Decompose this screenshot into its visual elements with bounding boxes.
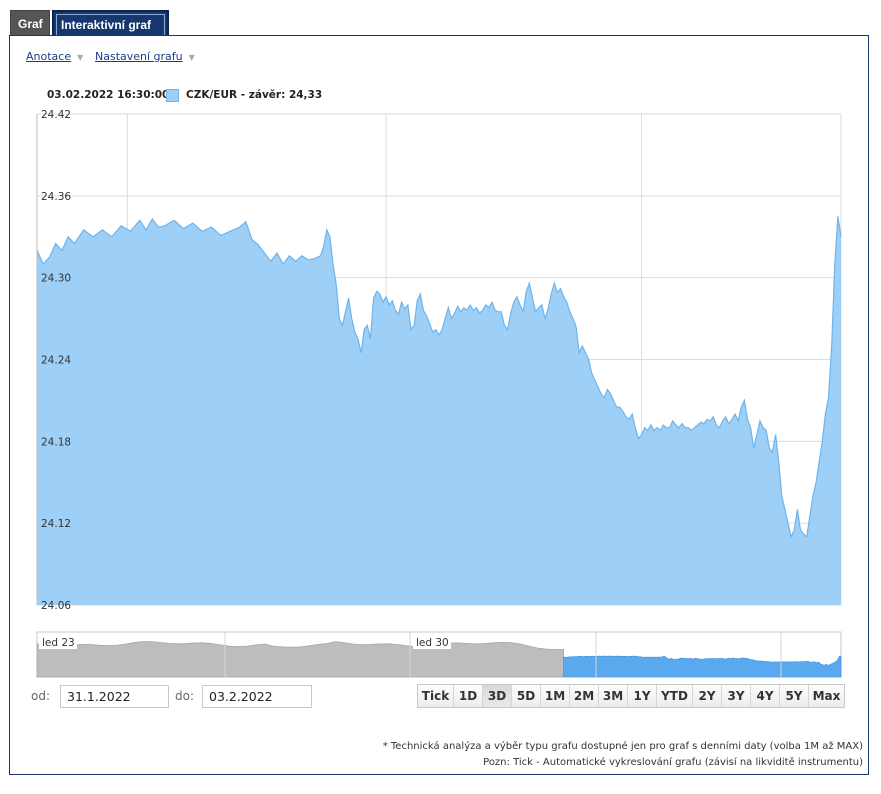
series-area <box>37 216 841 606</box>
range-buttons: Tick 1D 3D 5D 1M 2M 3M 1Y YTD 2Y 3Y 4Y 5… <box>417 684 845 708</box>
range-button-tick[interactable]: Tick <box>418 685 454 707</box>
range-button-1d[interactable]: 1D <box>454 685 483 707</box>
range-button-2m[interactable]: 2M <box>570 685 599 707</box>
range-button-3d[interactable]: 3D <box>483 685 512 707</box>
range-button-4y[interactable]: 4Y <box>751 685 780 707</box>
to-label: do: <box>175 689 195 703</box>
y-tick-label: 24.12 <box>41 518 71 530</box>
navigator-label-bg <box>413 635 451 649</box>
range-button-1m[interactable]: 1M <box>541 685 570 707</box>
annotations-link[interactable]: Anotace <box>26 50 72 63</box>
y-tick-label: 24.30 <box>41 273 71 285</box>
chevron-down-icon: ▼ <box>77 52 84 62</box>
legend-label: CZK/EUR - závěr: 24,33 <box>186 89 323 101</box>
range-button-3m[interactable]: 3M <box>599 685 628 707</box>
chevron-down-icon: ▼ <box>188 52 195 62</box>
range-button-5d[interactable]: 5D <box>512 685 541 707</box>
y-tick-label: 24.18 <box>41 436 71 448</box>
range-button-3y[interactable]: 3Y <box>722 685 751 707</box>
range-button-2y[interactable]: 2Y <box>693 685 722 707</box>
navigator-history-area <box>36 641 564 678</box>
main-chart[interactable]: 24.42 24.36 24.30 24.24 24.18 24.12 24.06 led 2… <box>0 0 881 680</box>
y-tick-label: 24.42 <box>41 109 71 121</box>
footnote-tick: Pozn: Tick - Automatické vykreslování gr… <box>483 757 863 768</box>
to-date-input[interactable] <box>202 685 312 708</box>
footnotes: * Technická analýza a výběr typu grafu d… <box>383 739 863 771</box>
range-button-5y[interactable]: 5Y <box>780 685 809 707</box>
footnote-technical-analysis: * Technická analýza a výběr typu grafu d… <box>382 741 863 752</box>
series-line <box>36 216 842 539</box>
y-tick-label: 24.36 <box>41 191 71 203</box>
range-button-max[interactable]: Max <box>809 685 844 707</box>
settings-menu[interactable]: Nastavení grafu ▼ <box>95 50 195 63</box>
tab-graf[interactable]: Graf <box>10 10 50 36</box>
navigator-selected-area <box>563 655 842 678</box>
from-label: od: <box>31 689 51 703</box>
settings-link[interactable]: Nastavení grafu <box>95 50 183 63</box>
from-date-input[interactable] <box>60 685 169 708</box>
tab-bar: Graf Interaktivní graf <box>10 10 870 37</box>
y-tick-label: 24.06 <box>41 600 71 612</box>
navigator-label-bg <box>39 635 77 649</box>
y-tick-label: 24.24 <box>41 355 71 367</box>
legend-swatch <box>166 89 179 102</box>
navigator-label: led 23 <box>42 637 75 649</box>
range-button-1y[interactable]: 1Y <box>628 685 657 707</box>
range-button-ytd[interactable]: YTD <box>657 685 693 707</box>
tab-interactive-chart[interactable]: Interaktivní graf <box>52 10 169 37</box>
hover-datetime: 03.02.2022 16:30:00 <box>47 89 170 101</box>
annotations-menu[interactable]: Anotace ▼ <box>26 50 83 63</box>
navigator-label: led 30 <box>416 637 449 649</box>
